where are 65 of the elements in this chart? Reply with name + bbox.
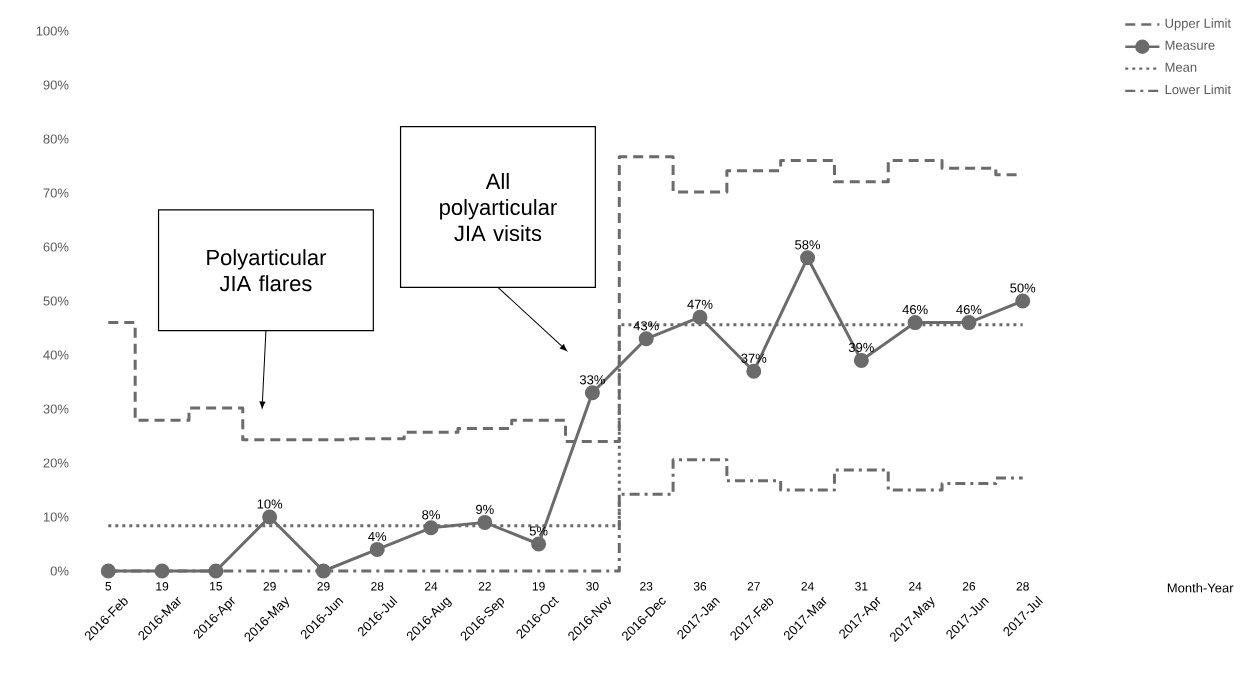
data-label: 33% (579, 375, 605, 385)
legend-label: Measure (1165, 40, 1215, 50)
point (100, 563, 116, 579)
point (692, 309, 708, 325)
text: 26 (962, 582, 976, 591)
data-label: 10% (257, 499, 283, 509)
y-tick-label: 100% (36, 26, 69, 36)
text: 36 (693, 582, 707, 591)
text: Month-Year (1167, 582, 1234, 593)
point (315, 563, 331, 579)
annotation: Polyarticular JIA flares (207, 249, 327, 292)
point (262, 509, 278, 525)
data-label: 8% (422, 510, 440, 520)
text: 30 (586, 582, 599, 591)
data-label: 46% (956, 304, 982, 315)
y-tick-label: 20% (43, 458, 69, 468)
text: 24 (909, 582, 922, 591)
point (746, 363, 762, 379)
point (208, 563, 224, 579)
text: 24 (424, 582, 438, 591)
point (477, 514, 493, 530)
text: 24 (801, 582, 814, 591)
text: 31 (855, 582, 868, 591)
text: 27 (747, 582, 760, 591)
data-label: 47% (687, 299, 713, 309)
y-tick-label: 60% (43, 242, 69, 252)
legend-label: Upper Limit (1165, 18, 1231, 31)
point (423, 520, 439, 536)
y-tick-label: 10% (43, 512, 69, 522)
y-tick-label: 30% (43, 404, 69, 414)
text: 19 (532, 582, 545, 591)
point (154, 563, 170, 579)
data-label: 43% (633, 321, 659, 331)
y-tick-label: 70% (43, 188, 69, 198)
point (584, 385, 600, 401)
data-label: 50% (1010, 283, 1036, 293)
legend-label: Lower Limit (1165, 84, 1231, 95)
point (853, 352, 869, 368)
legend-label: Mean (1165, 62, 1197, 72)
point (369, 541, 385, 557)
data-label: 46% (902, 304, 928, 315)
point (961, 315, 977, 331)
point (638, 331, 654, 347)
y-tick-label: 0% (50, 566, 69, 576)
y-tick-label: 40% (43, 350, 69, 360)
y-tick-label: 90% (43, 80, 69, 90)
text: 5 (105, 582, 112, 591)
text: 28 (371, 582, 384, 591)
annotation: All polyarticular JIA visits (440, 172, 557, 242)
text: 29 (317, 582, 330, 591)
data-label: 58% (795, 240, 821, 250)
text: 29 (263, 582, 276, 591)
y-tick-label: 80% (43, 134, 69, 144)
y-tick-label: 50% (43, 296, 69, 306)
point (907, 315, 923, 331)
text: 15 (210, 582, 223, 591)
data-label: 9% (476, 504, 494, 514)
text: 19 (156, 582, 169, 591)
point (1015, 293, 1031, 309)
data-label: 4% (368, 531, 387, 541)
point (531, 536, 547, 552)
text: 28 (1016, 582, 1029, 591)
text: 22 (478, 582, 491, 591)
text: 23 (640, 582, 653, 591)
point (800, 250, 816, 266)
